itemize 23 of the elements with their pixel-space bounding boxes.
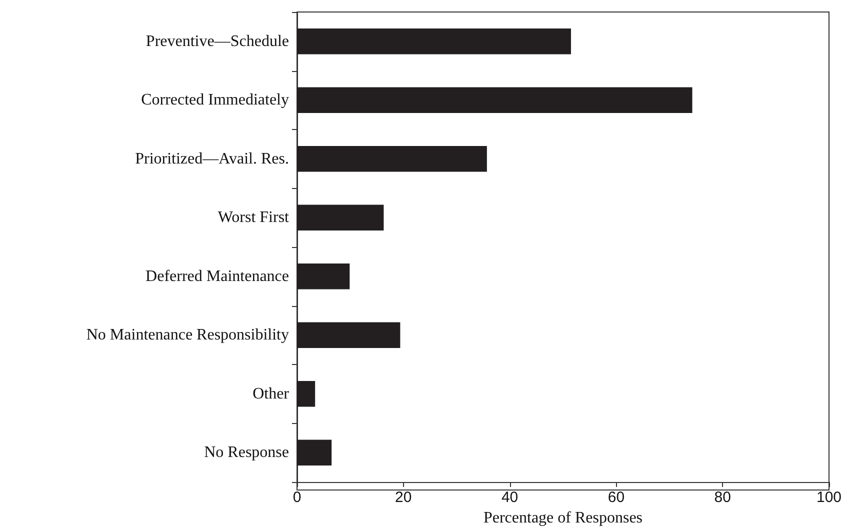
bar (297, 322, 400, 348)
bar (297, 440, 332, 466)
y-tick-label: Worst First (218, 209, 290, 226)
y-tick-label: No Response (204, 444, 289, 462)
y-tick-label: No Maintenance Responsibility (86, 326, 289, 344)
y-tick-label: Other (252, 385, 290, 402)
y-tick-label: Preventive—Schedule (146, 32, 289, 50)
x-tick-label: 0 (292, 489, 302, 506)
bar (297, 263, 350, 290)
bar (297, 204, 384, 231)
bar (297, 380, 316, 407)
x-axis-title: Percentage of Responses (483, 510, 643, 526)
y-tick-label: Deferred Maintenance (146, 268, 289, 285)
y-tick-label: Corrected Immediately (141, 92, 289, 109)
bar (297, 146, 487, 172)
bar (297, 87, 692, 114)
x-tick-label: 40 (501, 489, 518, 506)
y-tick-label: Prioritized—Avail. Res. (135, 150, 289, 168)
x-tick-label: 60 (608, 489, 625, 506)
x-tick-label: 80 (714, 489, 731, 506)
bar (297, 28, 571, 54)
x-tick-label: 100 (816, 489, 842, 506)
x-tick-label: 20 (395, 489, 412, 506)
